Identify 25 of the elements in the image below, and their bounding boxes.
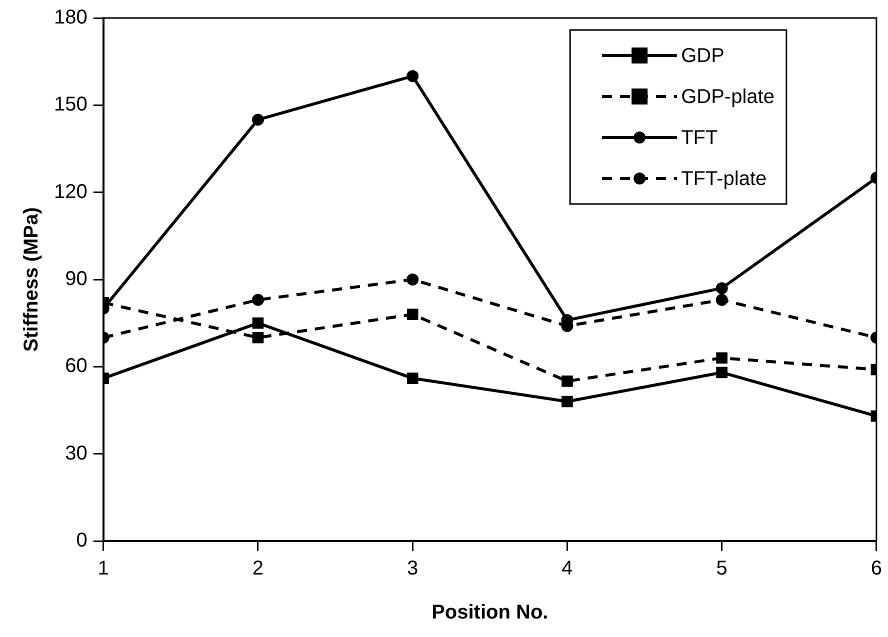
x-tick-label: 6 bbox=[870, 558, 882, 580]
point bbox=[406, 70, 419, 82]
point bbox=[562, 396, 573, 408]
legend-label: TFT-plate bbox=[681, 168, 767, 190]
point bbox=[562, 376, 573, 387]
y-tick-label: 120 bbox=[54, 180, 88, 203]
y-tick-label: 180 bbox=[54, 6, 88, 29]
point bbox=[406, 274, 419, 286]
y-tick-label: 30 bbox=[65, 442, 88, 464]
x-axis-title: Position No. bbox=[432, 602, 548, 624]
legend-label: GDP-plate bbox=[681, 86, 774, 108]
legend-label: TFT bbox=[681, 127, 718, 150]
x-tick-label: 4 bbox=[562, 558, 573, 580]
y-tick-label: 0 bbox=[76, 530, 88, 552]
y-tick-label: 60 bbox=[65, 355, 88, 378]
legend-label: GDP bbox=[681, 45, 724, 68]
point bbox=[406, 372, 418, 384]
y-tick-label: 150 bbox=[54, 94, 88, 116]
x-tick-label: 1 bbox=[98, 558, 109, 580]
y-axis-title: Stiffness (MPa) bbox=[20, 207, 43, 352]
x-tick-label: 2 bbox=[252, 558, 264, 580]
point bbox=[406, 308, 418, 320]
y-tick-label: 90 bbox=[65, 268, 88, 290]
x-tick-label: 5 bbox=[716, 558, 728, 580]
x-tick-label: 3 bbox=[407, 558, 418, 580]
